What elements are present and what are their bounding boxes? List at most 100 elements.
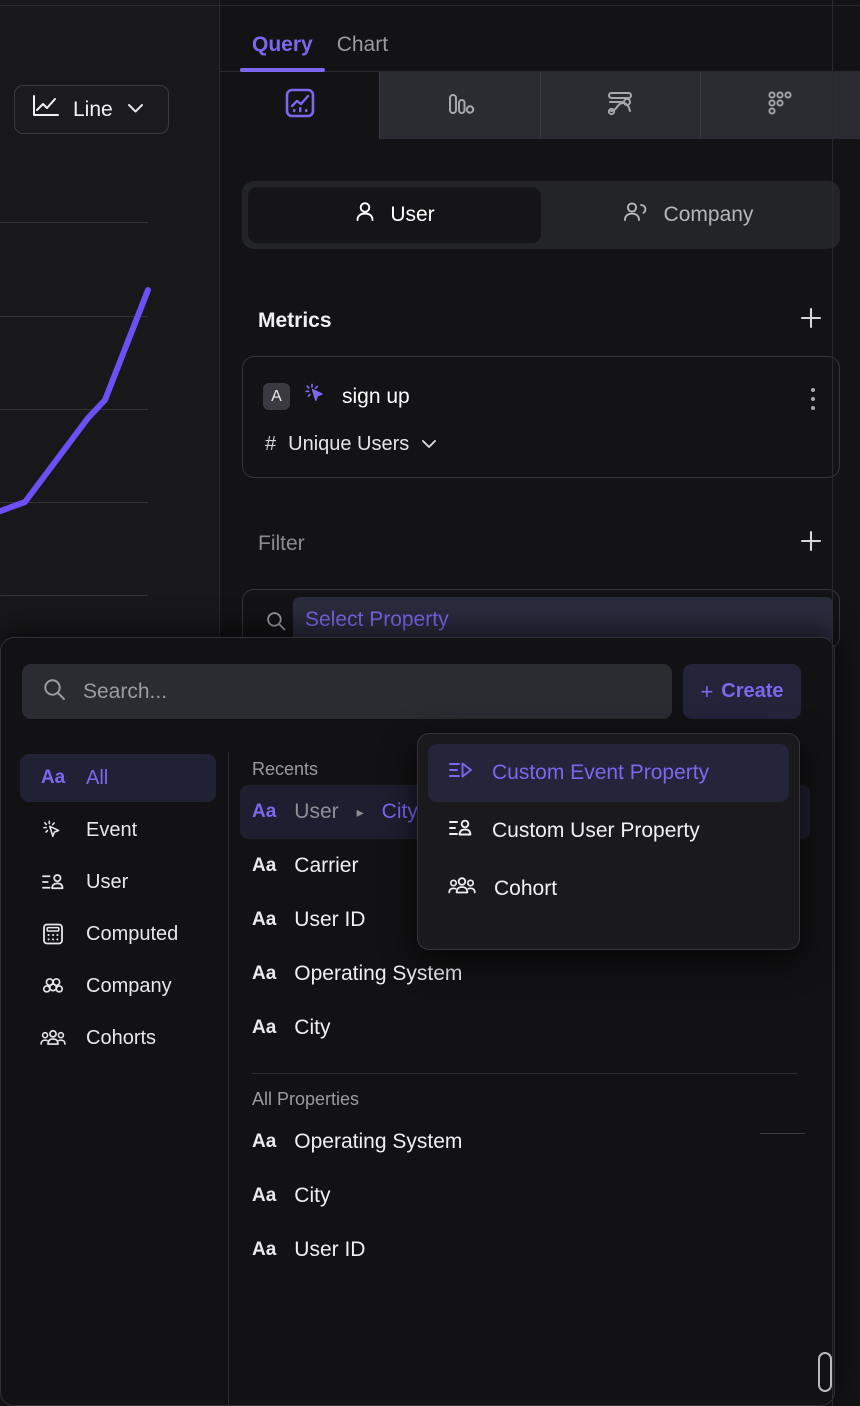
trend-chart-icon [283, 86, 317, 125]
line-chart-plot [0, 190, 153, 610]
group-label-recents: Recents [252, 759, 319, 779]
category-computed-label: Computed [86, 922, 179, 945]
viz-type-funnel[interactable] [379, 72, 540, 139]
cohorts-group-icon [40, 1027, 66, 1049]
list-item[interactable]: Aa User ID [240, 1223, 810, 1277]
list-item-label: Operating System [294, 962, 463, 985]
search-icon [265, 610, 287, 637]
popup-search-input[interactable]: Search... [22, 664, 672, 719]
user-property-icon [40, 871, 66, 893]
popup-column-divider [228, 752, 229, 1406]
kebab-menu-icon[interactable] [809, 385, 817, 418]
entity-toggle-user-label: User [390, 203, 435, 226]
entity-toggle: User Company [242, 181, 840, 249]
top-divider [0, 5, 220, 6]
chart-type-dropdown[interactable]: Line [14, 85, 169, 134]
entity-toggle-user[interactable]: User [248, 187, 541, 243]
company-hex-icon [40, 974, 66, 998]
metric-letter-badge: A [263, 383, 290, 410]
line-chart-icon [31, 94, 61, 125]
list-item-label: User ID [294, 908, 366, 931]
metrics-header: Metrics [258, 305, 824, 337]
category-cohorts[interactable]: Cohorts [20, 1014, 216, 1062]
right-panel-divider [832, 0, 833, 1406]
list-item[interactable]: Aa City [240, 1169, 810, 1223]
panel-tabs: Query Chart [220, 6, 860, 72]
menu-item-cohort[interactable]: Cohort [428, 860, 789, 918]
metric-card-top-row: A sign up [263, 381, 410, 412]
category-company-label: Company [86, 974, 172, 997]
category-all[interactable]: Aa All [20, 754, 216, 802]
filter-header: Filter [258, 528, 824, 560]
select-property-input[interactable]: Select Property [293, 597, 833, 643]
click-event-icon [303, 381, 329, 412]
click-event-icon [40, 818, 66, 842]
category-user[interactable]: User [20, 858, 216, 906]
chart-series-line [0, 287, 151, 515]
add-metric-button[interactable] [798, 305, 824, 337]
plus-icon: + [700, 678, 714, 704]
background-divider [760, 1133, 805, 1134]
metric-card[interactable]: A sign up # Unique Users [242, 356, 840, 478]
visualization-type-selector [220, 72, 860, 139]
aa-text-icon: Aa [252, 1131, 277, 1152]
list-item[interactable]: Aa City [240, 1001, 810, 1055]
retention-flow-icon [603, 86, 637, 125]
chart-type-label: Line [73, 97, 113, 121]
hash-icon: # [265, 433, 277, 455]
category-user-label: User [86, 870, 129, 893]
entity-toggle-company[interactable]: Company [541, 187, 834, 243]
tab-chart[interactable]: Chart [336, 33, 389, 56]
calculator-icon [40, 922, 66, 946]
metric-event-name: sign up [342, 384, 410, 408]
add-filter-button[interactable] [798, 528, 824, 560]
company-group-icon [622, 200, 650, 230]
category-event-label: Event [86, 818, 138, 841]
group-label-all-properties: All Properties [252, 1089, 360, 1109]
list-divider [252, 1073, 798, 1074]
create-button[interactable]: + Create [683, 664, 801, 719]
aa-text-icon: Aa [252, 963, 277, 984]
viz-type-user-paths[interactable] [699, 72, 860, 139]
list-item[interactable]: Aa Operating System [240, 947, 810, 1001]
list-item[interactable]: Aa Carrier [240, 839, 810, 893]
menu-item-label: Cohort [494, 877, 558, 900]
metrics-title: Metrics [258, 309, 332, 332]
category-computed[interactable]: Computed [20, 910, 216, 958]
search-icon [42, 677, 67, 707]
chevron-down-icon [421, 436, 437, 454]
list-item-label: Operating System [294, 1130, 463, 1153]
aa-text-icon: Aa [252, 909, 277, 930]
entity-toggle-company-label: Company [663, 203, 754, 226]
category-event[interactable]: Event [20, 806, 216, 854]
aa-text-icon: Aa [252, 855, 277, 876]
menu-item-label: Custom User Property [492, 819, 700, 842]
list-item-label: City [294, 1184, 331, 1207]
aa-text-icon: Aa [40, 767, 66, 788]
menu-item-label: Custom Event Property [492, 761, 710, 784]
category-company[interactable]: Company [20, 962, 216, 1010]
popup-search-placeholder: Search... [83, 679, 168, 703]
main-top-divider [220, 5, 860, 6]
menu-item-custom-event-property[interactable]: Custom Event Property [428, 744, 789, 802]
list-item-label: City [294, 1016, 331, 1039]
tab-query[interactable]: Query [240, 33, 325, 72]
viz-type-retention[interactable] [539, 72, 700, 139]
metric-aggregation-row[interactable]: # Unique Users [265, 433, 437, 456]
create-dropdown-menu: Custom Event Property Custom User Proper… [417, 733, 800, 950]
list-item-label: User ID [294, 1238, 366, 1261]
list-item[interactable]: Aa Operating System [240, 1115, 810, 1169]
list-item-prefix: User [294, 800, 339, 823]
event-property-icon [448, 759, 474, 787]
chevron-down-icon [127, 101, 144, 118]
aa-text-icon: Aa [252, 801, 277, 822]
scrollbar-thumb[interactable] [818, 1352, 832, 1392]
user-icon [354, 200, 376, 230]
viz-type-trend[interactable] [220, 72, 380, 139]
menu-item-custom-user-property[interactable]: Custom User Property [428, 802, 789, 860]
create-button-label: Create [721, 680, 784, 702]
aa-text-icon: Aa [252, 1185, 277, 1206]
list-item[interactable]: Aa User ID [240, 893, 810, 947]
user-paths-dots-icon [763, 86, 797, 125]
